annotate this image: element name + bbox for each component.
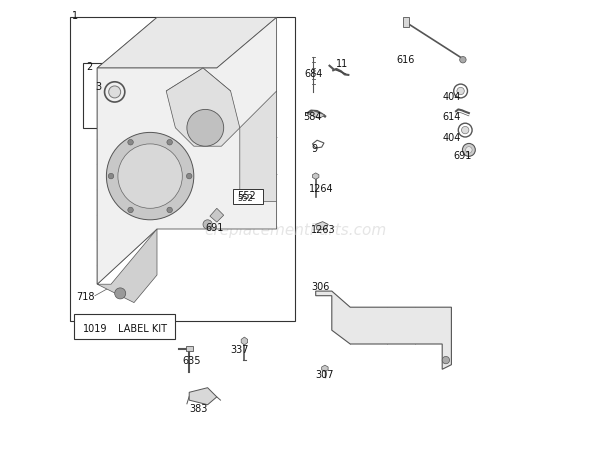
Circle shape xyxy=(187,110,224,147)
Polygon shape xyxy=(97,18,277,285)
Polygon shape xyxy=(97,18,277,69)
Text: LABEL KIT: LABEL KIT xyxy=(118,323,167,333)
Bar xyxy=(83,64,148,129)
Text: 584: 584 xyxy=(303,112,322,122)
Polygon shape xyxy=(403,18,409,28)
Circle shape xyxy=(109,87,121,99)
Text: 552: 552 xyxy=(238,194,253,203)
Bar xyxy=(233,190,263,204)
Polygon shape xyxy=(241,337,248,345)
Text: 635: 635 xyxy=(182,355,201,365)
Polygon shape xyxy=(166,69,240,147)
Circle shape xyxy=(106,133,194,220)
Text: 691: 691 xyxy=(205,222,224,232)
Circle shape xyxy=(460,57,466,64)
Text: 684: 684 xyxy=(304,68,323,78)
Circle shape xyxy=(466,147,472,154)
Polygon shape xyxy=(189,388,217,405)
Circle shape xyxy=(463,144,476,157)
Polygon shape xyxy=(97,230,157,303)
Circle shape xyxy=(457,88,464,95)
Text: 1: 1 xyxy=(72,11,78,21)
Text: 9: 9 xyxy=(311,144,317,154)
Polygon shape xyxy=(322,365,328,372)
Circle shape xyxy=(461,127,469,134)
Circle shape xyxy=(128,208,133,213)
Text: 552: 552 xyxy=(238,190,256,200)
Circle shape xyxy=(118,145,182,209)
Circle shape xyxy=(186,174,192,179)
Polygon shape xyxy=(186,347,193,351)
Polygon shape xyxy=(308,112,325,119)
Text: 11: 11 xyxy=(336,59,349,69)
Circle shape xyxy=(128,140,133,146)
Text: 2: 2 xyxy=(86,62,93,72)
Polygon shape xyxy=(97,18,157,285)
Text: 1263: 1263 xyxy=(311,224,336,235)
Polygon shape xyxy=(166,69,231,110)
Circle shape xyxy=(167,140,172,146)
Text: ereplacementParts.com: ereplacementParts.com xyxy=(204,222,386,237)
Circle shape xyxy=(114,288,126,299)
Polygon shape xyxy=(210,209,224,223)
Text: 1019: 1019 xyxy=(83,323,108,333)
Text: 307: 307 xyxy=(316,369,334,379)
Circle shape xyxy=(167,208,172,213)
Polygon shape xyxy=(316,222,328,230)
Text: 404: 404 xyxy=(442,91,461,101)
Text: 718: 718 xyxy=(77,291,95,301)
Text: 337: 337 xyxy=(231,344,249,354)
Circle shape xyxy=(442,357,450,364)
Text: 614: 614 xyxy=(442,112,461,122)
Polygon shape xyxy=(313,174,319,180)
Text: 691: 691 xyxy=(454,151,472,161)
Polygon shape xyxy=(240,92,277,202)
Text: 1264: 1264 xyxy=(309,183,333,193)
Polygon shape xyxy=(316,291,451,369)
Text: 616: 616 xyxy=(396,55,415,65)
Bar xyxy=(74,314,175,340)
Circle shape xyxy=(108,174,114,179)
Circle shape xyxy=(203,220,212,230)
Text: 306: 306 xyxy=(311,282,329,292)
Text: 383: 383 xyxy=(189,403,208,414)
Bar xyxy=(70,18,295,321)
Text: 3: 3 xyxy=(95,82,101,92)
Text: 404: 404 xyxy=(442,133,461,143)
